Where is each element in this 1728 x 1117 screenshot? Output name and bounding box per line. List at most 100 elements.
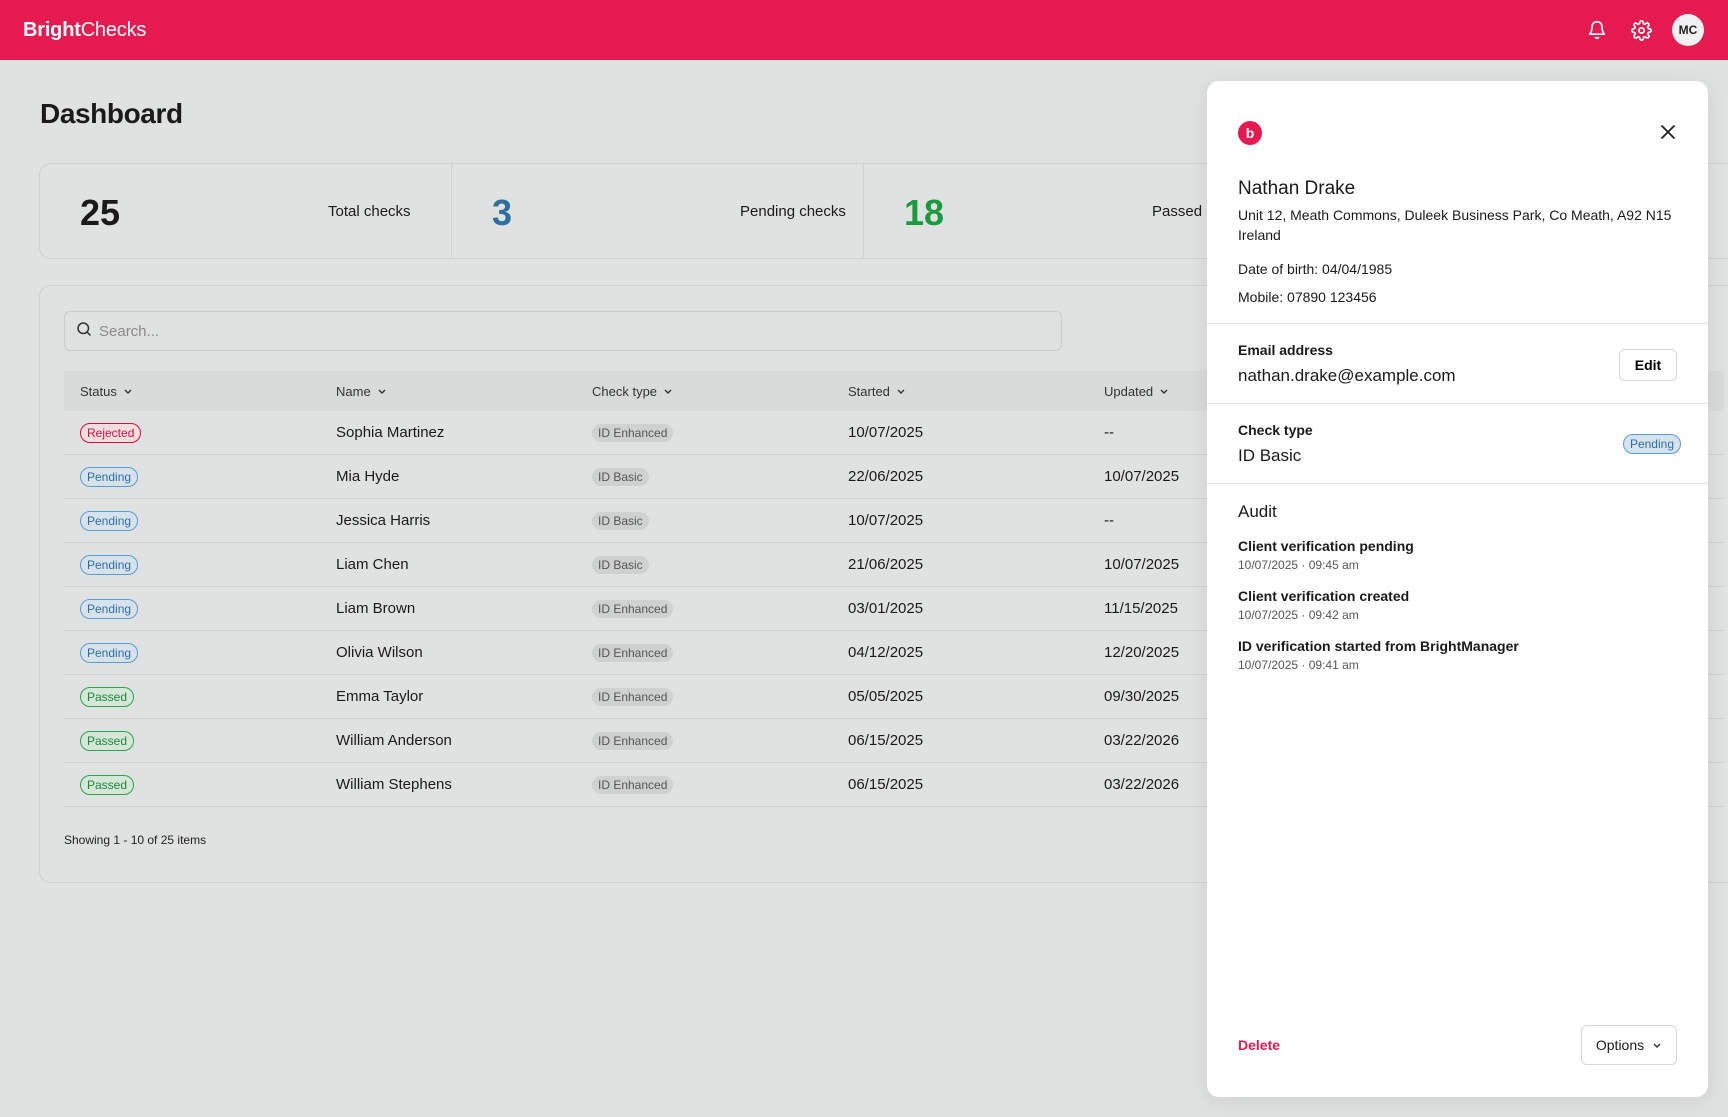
status-cell: Pending [80,510,139,531]
mobile-label: Mobile: [1238,289,1284,305]
avatar[interactable]: MC [1672,14,1704,46]
status-badge: Pending [80,642,139,663]
audit-item-date: 10/07/2025 · 09:42 am [1238,608,1359,622]
audit-item-date: 10/07/2025 · 09:45 am [1238,558,1359,572]
name-cell: William Stephens [336,776,452,793]
options-label: Options [1595,1037,1645,1053]
page-title: Dashboard [40,98,183,129]
table-row[interactable]: Pending Liam Chen ID Basic 21/06/2025 10/07/… [64,543,1724,587]
audit-item-title: Client verification pending [1238,538,1414,554]
stat-label: Total checks [328,203,411,220]
chevron-down-icon [1652,1037,1662,1053]
stat-value: 25 [80,192,121,233]
audit-item: ID verification started from BrightManag… [1238,638,1519,672]
table-row[interactable]: Rejected Sophia Martinez ID Enhanced 10/07/… [64,411,1724,455]
updated-cell: 09/30/2025 [1104,688,1180,705]
status-badge: Passed [80,730,135,751]
bell-icon[interactable] [1584,17,1610,43]
updated-cell: 10/07/2025 [1104,468,1180,485]
table-row[interactable]: Passed William Anderson ID Enhanced 06/15/2… [64,719,1724,763]
check-detail-panel: b Nathan Drake Unit 12, Meath Commons, D… [1207,81,1708,1097]
delete-button[interactable]: Delete [1238,1037,1281,1053]
audit-item-date: 10/07/2025 · 09:41 am [1238,658,1359,672]
status-cell: Pending [80,598,139,619]
check-type-cell: ID Enhanced [592,643,674,662]
divider [1207,323,1708,324]
column-header-name[interactable]: Name [336,384,387,399]
search-input[interactable] [99,322,999,340]
column-header-label: Name [336,383,371,399]
chevron-down-icon [896,384,906,399]
name-cell: Olivia Wilson [336,644,423,661]
name-cell: Liam Chen [336,556,409,573]
check-type-chip: ID Enhanced [592,687,674,706]
status-badge: Pending [80,466,139,487]
audit-item-title: ID verification started from BrightManag… [1238,638,1519,654]
column-header-label: Status [80,383,117,399]
dob-value: 04/04/1985 [1322,261,1393,277]
check-type-label: Check type [1238,422,1313,438]
updated-cell: 11/15/2025 [1104,600,1178,617]
column-header-started[interactable]: Started [848,384,906,399]
stat-value: 3 [492,192,513,233]
name-cell: Sophia Martinez [336,424,445,441]
table-row[interactable]: Passed Emma Taylor ID Enhanced 05/05/2025 09… [64,675,1724,719]
updated-cell: 03/22/2026 [1104,732,1180,749]
client-address: Unit 12, Meath Commons, Duleek Business … [1238,207,1672,243]
stats-row: 25 Total checks 3 Pending checks 18 Pass… [39,163,1728,259]
brand-mark-icon: b [1238,121,1262,145]
status-badge: Rejected [80,422,142,443]
close-icon[interactable] [1658,122,1678,142]
mobile-value: 07890 123456 [1287,289,1377,305]
started-cell: 06/15/2025 [848,776,924,793]
started-cell: 10/07/2025 [848,512,924,529]
check-type-chip: ID Basic [592,555,649,574]
brand-logo[interactable]: BrightChecks [23,19,146,42]
column-header-check-type[interactable]: Check type [592,384,673,399]
started-cell: 04/12/2025 [848,644,924,661]
divider [1207,483,1708,484]
column-header-label: Started [848,383,890,399]
chevron-down-icon [1159,384,1169,399]
email-label: Email address [1238,342,1333,358]
table-row[interactable]: Pending Jessica Harris ID Basic 10/07/2025 -… [64,499,1724,543]
chevron-down-icon [663,384,673,399]
edit-email-button[interactable]: Edit [1619,349,1677,381]
search-box[interactable] [64,311,1062,351]
table-row[interactable]: Pending Liam Brown ID Enhanced 03/01/2025 11… [64,587,1724,631]
divider [1207,403,1708,404]
check-type-chip: ID Enhanced [592,643,674,662]
column-header-status[interactable]: Status [80,384,133,399]
table-row[interactable]: Pending Olivia Wilson ID Enhanced 04/12/202… [64,631,1724,675]
table-row[interactable]: Pending Mia Hyde ID Basic 22/06/2025 10/07/2… [64,455,1724,499]
status-cell: Pending [80,466,139,487]
options-button[interactable]: Options [1581,1025,1677,1065]
chevron-down-icon [377,384,387,399]
updated-cell: -- [1104,424,1114,441]
column-header-updated[interactable]: Updated [1104,384,1169,399]
brand-logo-light: Checks [80,18,147,41]
table-row[interactable]: Passed William Stephens ID Enhanced 06/15/2… [64,763,1724,807]
started-cell: 05/05/2025 [848,688,924,705]
search-icon [75,320,93,343]
brand-logo-bold: Bright [23,18,81,41]
client-mobile: Mobile: 07890 123456 [1238,289,1377,305]
status-badge: Pending [80,554,139,575]
started-cell: 22/06/2025 [848,468,924,485]
dob-label: Date of birth: [1238,261,1319,277]
started-cell: 21/06/2025 [848,556,924,573]
status-badge: Pending [1622,434,1681,454]
stat-label: Pending checks [740,203,846,220]
name-cell: Jessica Harris [336,512,431,529]
check-type-cell: ID Enhanced [592,731,674,750]
gear-icon[interactable] [1628,17,1654,43]
status-cell: Passed [80,774,135,795]
status-badge: Pending [80,510,139,531]
status-badge: Passed [80,774,135,795]
table-body: Rejected Sophia Martinez ID Enhanced 10/07/… [64,411,1724,807]
check-type-cell: ID Enhanced [592,775,674,794]
check-type-cell: ID Enhanced [592,599,674,618]
check-type-chip: ID Enhanced [592,599,674,618]
check-type-chip: ID Basic [592,511,649,530]
check-type-cell: ID Enhanced [592,423,674,442]
